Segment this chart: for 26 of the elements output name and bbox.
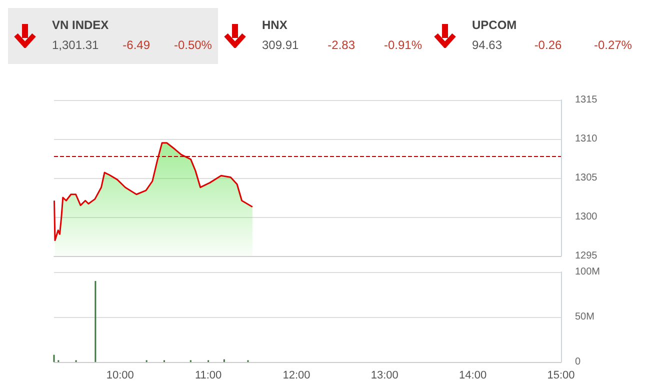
y-tick-label: 50M [575,312,594,322]
x-tick-label: 15:00 [547,370,575,382]
x-tick-label: 12:00 [282,370,310,382]
y-tick-label: 1310 [575,134,598,144]
text: 309.91 [262,38,299,52]
y-tick-label: 1315 [575,94,598,106]
text: 1,301.31 [52,38,99,52]
y-tick-label: 100M [575,266,600,278]
text: -0.50% [174,38,212,52]
text: -2.83 [328,38,356,52]
text: VN INDEX [52,18,110,32]
text: -0.91% [384,38,422,52]
y-tick-label: 1300 [575,212,598,222]
y-tick-label: 1295 [575,250,598,262]
text: HNX [262,18,288,32]
text: 94.63 [472,38,502,52]
x-tick-label: 14:00 [459,370,487,382]
text: -6.49 [122,38,150,52]
y-tick-label: 0 [575,356,581,368]
text: UPCOM [472,18,518,32]
text: -0.26 [534,38,562,52]
x-tick-label: 11:00 [194,370,222,382]
text: -0.27% [594,38,632,52]
y-tick-label: 1305 [575,172,598,184]
x-tick-label: 13:00 [370,370,398,382]
x-tick-label: 10:00 [106,370,134,382]
